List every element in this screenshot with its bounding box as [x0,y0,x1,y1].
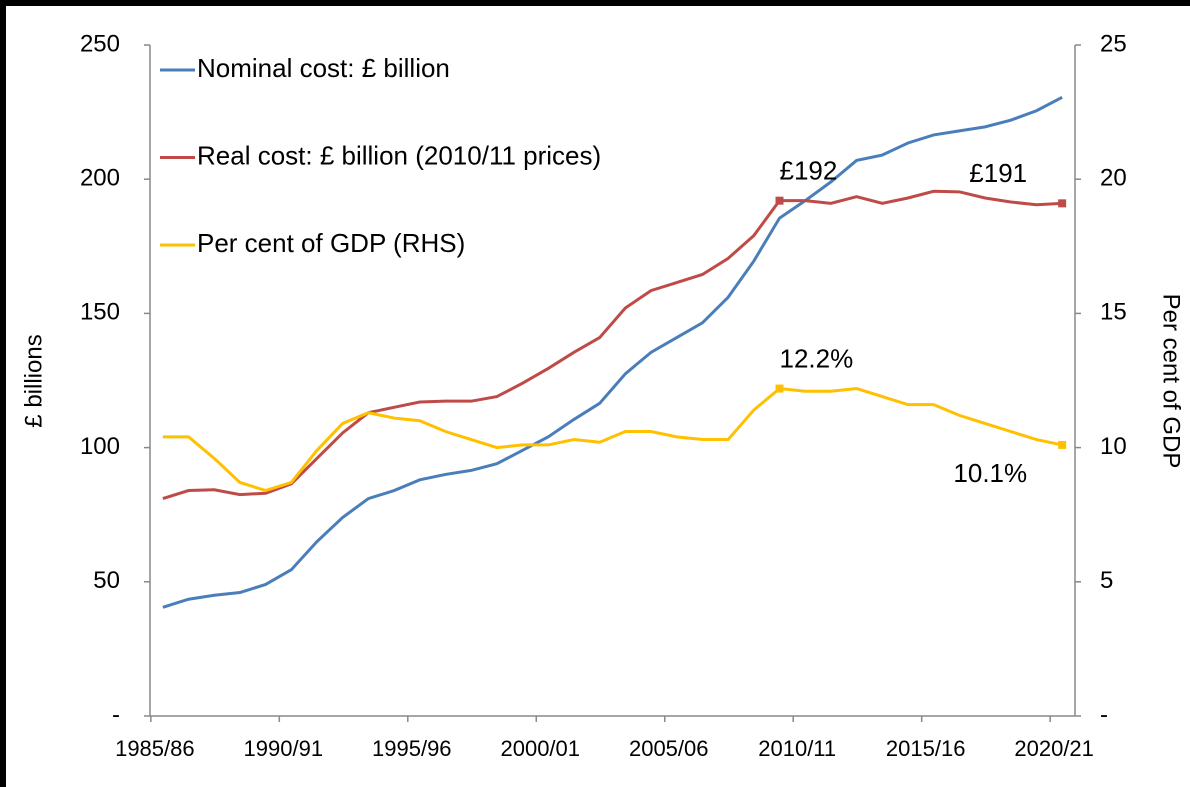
legend-label: Nominal cost: £ billion [197,53,450,83]
data-label: 10.1% [953,458,1027,488]
series-line [162,386,1063,493]
series-line [162,96,1063,609]
x-tick-label: 2010/11 [758,736,836,761]
point-marker [775,196,784,205]
x-tick-label: 2000/01 [500,736,580,761]
y2-tick-label: 15 [1100,299,1127,326]
y2-tick-label: 5 [1100,567,1113,594]
y-tick-label: 100 [80,433,120,460]
point-marker [1058,199,1067,208]
data-label: £191 [969,158,1027,188]
y2-tick-label: 25 [1100,30,1127,57]
x-tick-label: 2005/06 [629,736,709,761]
x-tick-label: 1990/91 [244,736,324,761]
y2-tick-label: 20 [1100,165,1127,192]
y-tick-label: 250 [80,30,120,57]
point-marker [775,384,784,393]
x-tick-label: 2015/16 [886,736,966,761]
legend-label: Real cost: £ billion (2010/11 prices) [197,140,601,170]
y-tick-label: 200 [80,165,120,192]
x-tick-label: 2020/21 [1014,736,1094,761]
y-axis-title: £ billions [20,334,47,427]
series-line [162,189,1063,501]
y2-axis-title: Per cent of GDP [1158,294,1185,469]
data-label: 12.2% [780,343,854,373]
legend-label: Per cent of GDP (RHS) [197,228,465,258]
y-tick-label: 150 [80,299,120,326]
x-tick-label: 1985/86 [115,736,195,761]
y-tick-label: 50 [93,567,120,594]
y-tick-label: - [112,701,120,728]
y2-tick-label: - [1100,701,1108,728]
y2-tick-label: 10 [1100,433,1127,460]
point-marker [1058,440,1067,449]
data-label: £192 [780,156,838,186]
x-tick-label: 1995/96 [372,736,452,761]
